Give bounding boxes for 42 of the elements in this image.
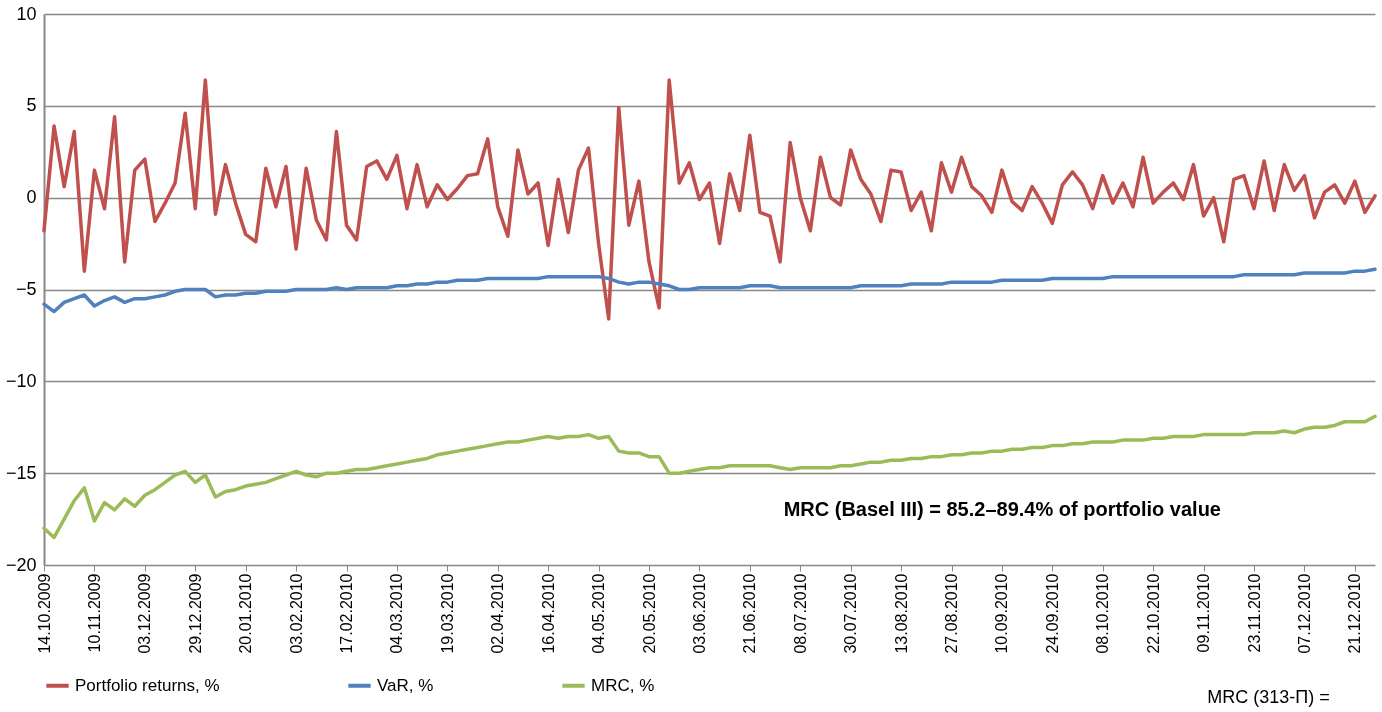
y-tick-label: −15 [5,462,37,483]
x-tick-label: 30.07.2010 [842,573,860,654]
x-tick-label: 08.07.2010 [791,573,809,654]
x-tick-label: 14.10.2009 [35,573,53,654]
annotation: MRC (Basel III) = 85.2–89.4% of portfolio value [783,497,1221,520]
x-tick-label: 03.02.2010 [287,573,305,654]
x-tick-label: 03.06.2010 [690,573,708,654]
y-tick-label: −20 [5,554,37,575]
x-tick-label: 13.08.2010 [892,573,910,654]
line-series [42,78,1377,321]
legend-label: Portfolio returns, % [75,675,220,695]
x-tick-label: 02.04.2010 [489,573,507,654]
x-tick-label: 27.08.2010 [943,573,960,654]
line-series [42,267,1377,314]
x-tick-label: 07.12.2010 [1295,573,1313,654]
legend-label: MRC, % [591,675,655,695]
x-tick-label: 16.04.2010 [539,573,557,654]
x-tick-label: 21.06.2010 [741,573,759,654]
y-tick-label: 10 [16,3,37,24]
x-tick-label: 20.01.2010 [237,573,255,654]
line-series [42,414,1377,540]
x-tick-label: 24.09.2010 [1043,573,1061,654]
x-tick-label: 08.10.2010 [1094,573,1112,654]
x-tick-label: 10.11.2009 [85,573,103,653]
x-tick-label: 10.09.2010 [993,573,1011,654]
y-tick-label: −5 [15,279,37,299]
x-tick-label: 20.05.2010 [640,573,658,654]
x-tick-label: 29.12.2009 [186,573,204,654]
x-tick-label: 04.03.2010 [388,573,406,654]
y-tick-label: 0 [26,187,37,208]
text: MRC (313-П) = [1207,687,1330,707]
x-tick-label: 04.05.2010 [590,573,608,654]
legend-label: VaR, % [377,675,434,695]
x-tick-label: 21.12.2010 [1346,573,1364,654]
x-tick-label: 22.10.2010 [1144,573,1162,654]
y-tick-label: 5 [26,95,37,116]
x-tick-label: 09.11.2010 [1195,573,1213,653]
y-tick-label: −10 [5,370,37,391]
x-tick-label: 19.03.2010 [438,573,456,654]
x-tick-label: 23.11.2010 [1245,573,1263,653]
x-tick-label: 03.12.2009 [136,573,154,654]
x-tick-label: 17.02.2010 [338,573,355,654]
